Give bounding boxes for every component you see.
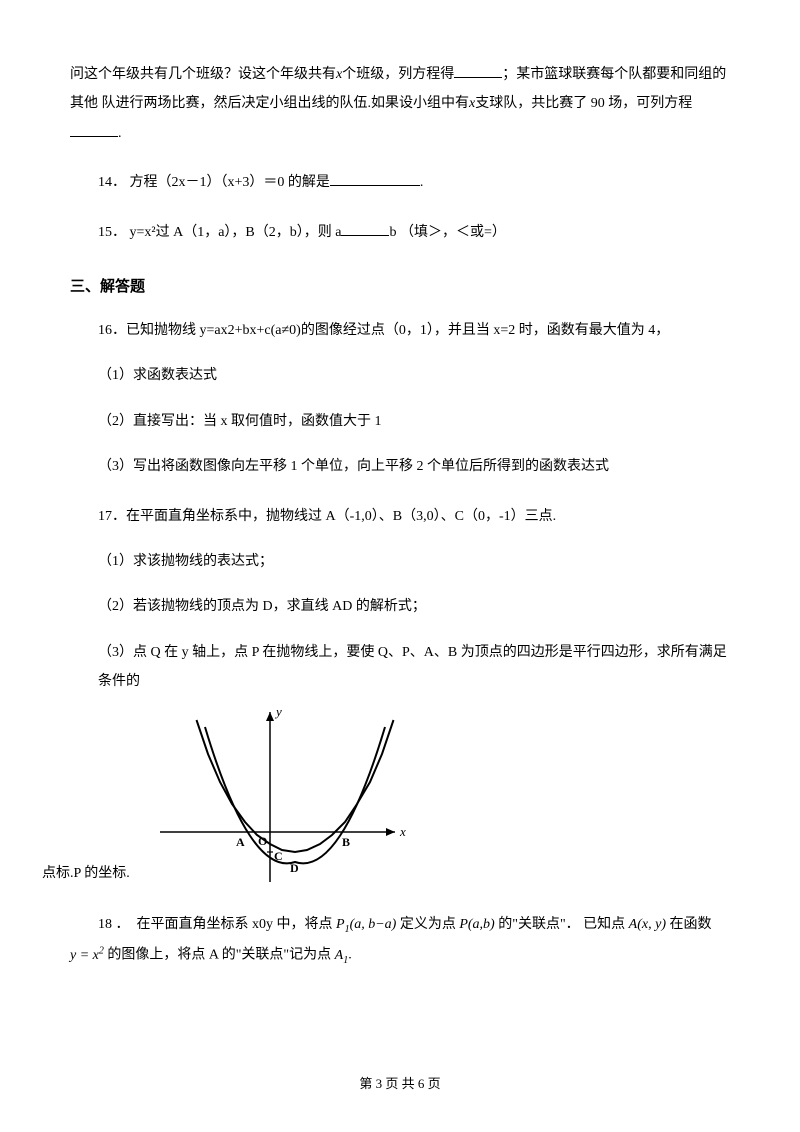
q18-A1: A1	[335, 948, 349, 963]
q17-p2: （2）若该抛物线的顶点为 D，求直线 AD 的解析式；	[98, 592, 730, 621]
q17-figure-row: 点标.P 的坐标. x y A B O C D	[70, 702, 730, 892]
point-D: D	[290, 861, 299, 875]
q15-text-a: y=x²过 A（1，a），B（2，b），则 a	[130, 225, 342, 240]
axis-x-label: x	[399, 824, 406, 839]
page-footer: 第 3 页 共 6 页	[0, 1073, 800, 1092]
intro-paragraph: 问这个年级共有几个班级？设这个年级共有x个班级，列方程得；某市篮球联赛每个队都要…	[70, 60, 730, 148]
section-3-title: 三、解答题	[70, 275, 730, 296]
parabola-figure: x y A B O C D	[150, 702, 410, 892]
intro-1a: 问这个年级共有几个班级？设这个年级共有	[70, 67, 336, 82]
question-14: 14． 方程（2x－1）（x+3）＝0 的解是.	[98, 168, 730, 197]
q14-num: 14．	[98, 175, 126, 190]
q16-num: 16．	[98, 323, 126, 338]
q16-p1: （1）求函数表达式	[98, 361, 730, 390]
point-A: A	[236, 835, 245, 849]
q18-yeq: y = x2	[70, 948, 104, 963]
intro-2b: 支球队，共比赛了 90 场，可列方程	[475, 96, 692, 111]
q16-p3: （3）写出将函数图像向左平移 1 个单位，向上平移 2 个单位后所得到的函数表达…	[98, 452, 730, 481]
q16-p2: （2）直接写出：当 x 取何值时，函数值大于 1	[98, 407, 730, 436]
q18-P1: P1(a, b−a)	[336, 917, 396, 932]
question-16: 16．已知抛物线 y=ax2+bx+c(a≠0)的图像经过点（0，1），并且当 …	[98, 316, 730, 345]
question-18: 18 ． 在平面直角坐标系 x0y 中，将点 P1(a, b−a) 定义为点 P…	[98, 910, 730, 940]
question-17: 17．在平面直角坐标系中，抛物线过 A（-1,0）、B（3,0）、C（0，-1）…	[98, 502, 730, 531]
q18-tc: 的"关联点"． 已知点	[498, 917, 625, 932]
q17-num: 17．	[98, 509, 126, 524]
q18-A: A(x, y)	[629, 917, 666, 932]
q14-text: 方程（2x－1）（x+3）＝0 的解是	[130, 175, 330, 190]
intro-1b: 个班级，列方程得	[342, 67, 454, 82]
point-C: C	[274, 849, 283, 863]
blank-2	[70, 122, 118, 137]
blank-1	[454, 63, 502, 78]
q15-text-b: b （填＞，＜或=）	[389, 225, 505, 240]
point-B: B	[342, 835, 350, 849]
q14-tail: .	[420, 175, 424, 190]
intro-2c: .	[118, 126, 122, 141]
q14-blank	[330, 171, 420, 186]
q15-blank	[341, 221, 389, 236]
q18-tail: .	[348, 948, 352, 963]
q16-text: 已知抛物线 y=ax2+bx+c(a≠0)的图像经过点（0，1），并且当 x=2…	[126, 323, 669, 338]
q18-tb: 定义为点	[400, 917, 456, 932]
intro-2a: 队进行两场比赛，然后决定小组出线的队伍.如果设小组中有	[102, 96, 470, 111]
point-O: O	[258, 834, 267, 848]
q18-td: 在函数	[669, 917, 711, 932]
q17-caption: 点标.P 的坐标.	[42, 862, 130, 892]
question-15: 15． y=x²过 A（1，a），B（2，b），则 a b （填＞，＜或=）	[98, 218, 730, 247]
q18-num: 18 ．	[98, 917, 130, 932]
q17-p1: （1）求该抛物线的表达式；	[98, 547, 730, 576]
q15-num: 15．	[98, 225, 126, 240]
q18-te: 的图像上，将点 A 的"关联点"记为点	[107, 948, 331, 963]
q17-text: 在平面直角坐标系中，抛物线过 A（-1,0）、B（3,0）、C（0，-1）三点.	[126, 509, 556, 524]
q18-line2: y = x2 的图像上，将点 A 的"关联点"记为点 A1.	[70, 940, 730, 970]
q17-p3: （3）点 Q 在 y 轴上，点 P 在抛物线上，要使 Q、P、A、B 为顶点的四…	[98, 638, 730, 697]
axis-y-label: y	[274, 704, 282, 719]
q18-ta: 在平面直角坐标系 x0y 中，将点	[137, 917, 333, 932]
q18-P: P(a,b)	[459, 917, 494, 932]
